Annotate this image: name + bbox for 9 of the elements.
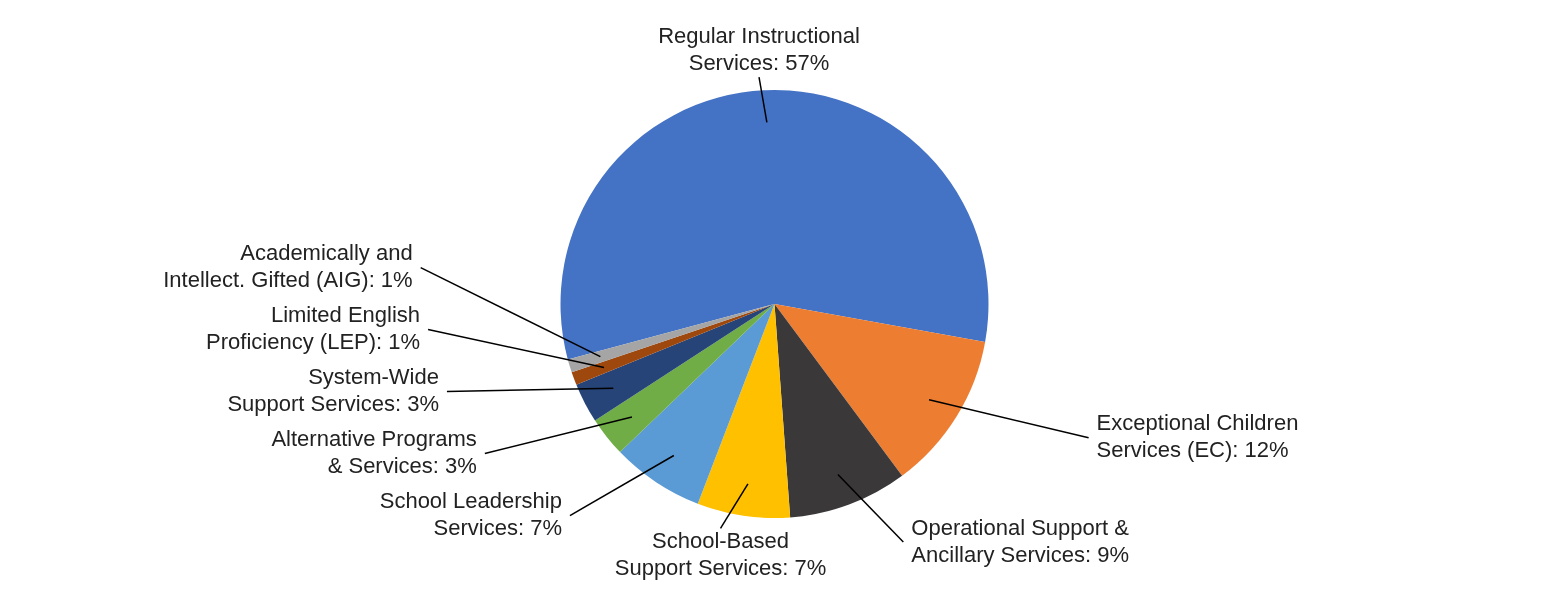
- slice-label: Limited English Proficiency (LEP): 1%: [206, 302, 421, 355]
- slice-label: Academically and Intellect. Gifted (AIG): 1%: [163, 240, 413, 293]
- slice-label: Exceptional Children Services (EC): 12%: [1096, 410, 1299, 463]
- slice-label: School Leadership Services: 7%: [379, 488, 562, 541]
- slice-label: School-Based Support Services: 7%: [614, 527, 827, 580]
- slice-label: Regular Instructional Services: 57%: [658, 22, 860, 75]
- slice-label: Operational Support & Ancillary Services: 9%: [911, 514, 1130, 567]
- slice-label: System-Wide Support Services: 3%: [227, 364, 439, 417]
- slice-label: Alternative Programs & Services: 3%: [271, 426, 477, 479]
